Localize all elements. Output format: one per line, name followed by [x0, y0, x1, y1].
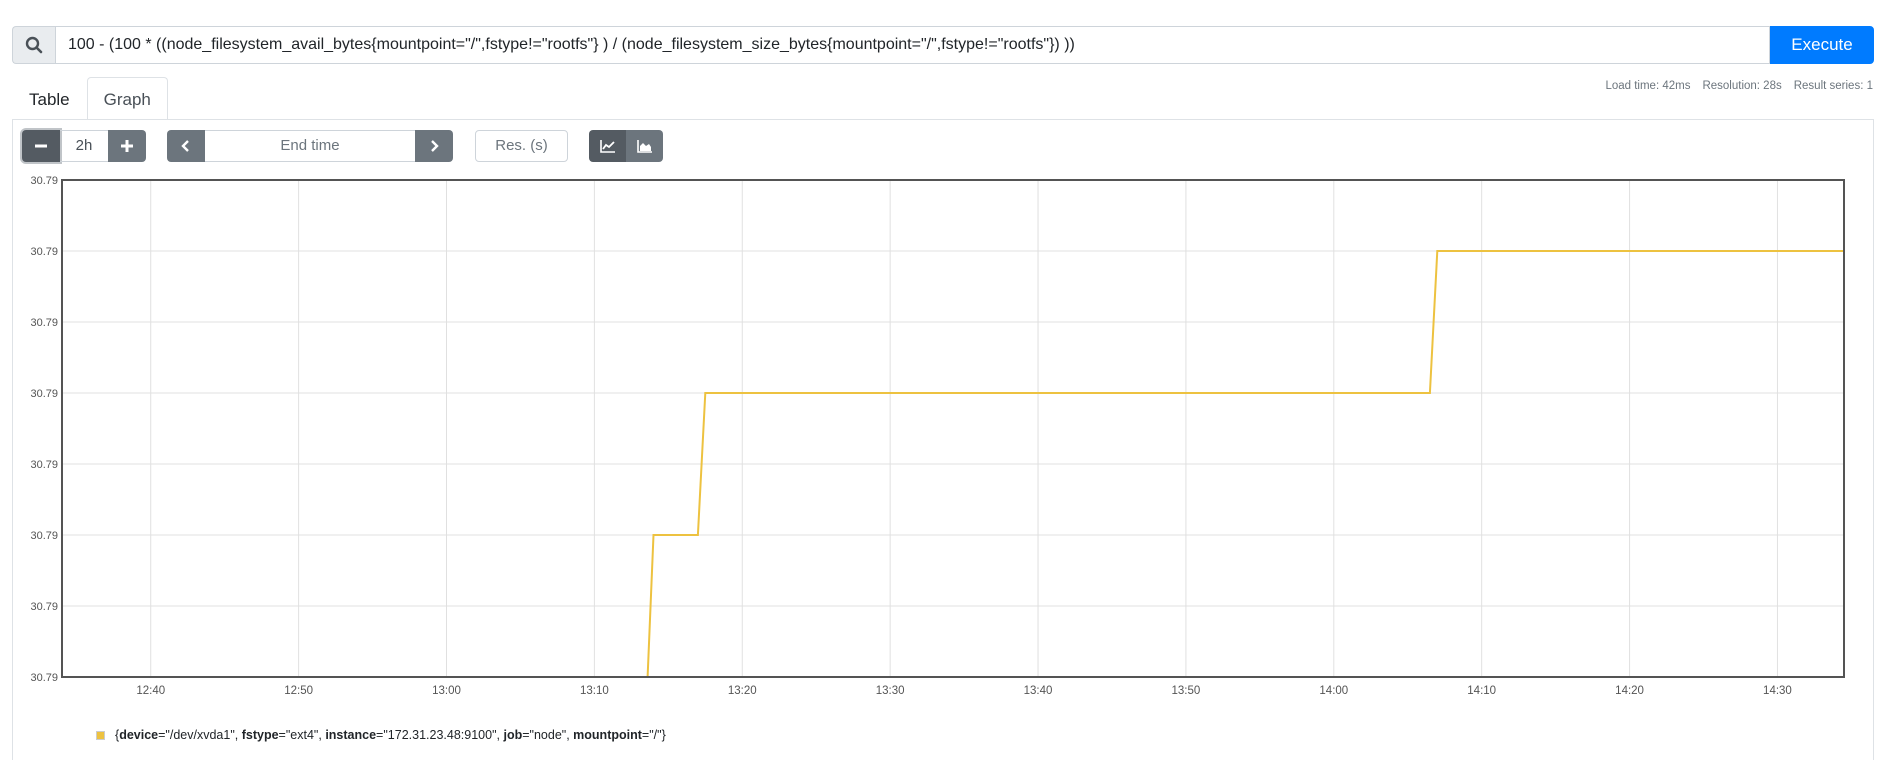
- legend: {device="/dev/xvda1", fstype="ext4", ins…: [96, 728, 666, 742]
- legend-key-fstype: fstype: [241, 728, 279, 742]
- expression-bar: 100 - (100 * ((node_filesystem_avail_byt…: [12, 26, 1874, 64]
- previous-time-button[interactable]: [167, 130, 205, 162]
- grid-lines: [62, 180, 1844, 677]
- y-axis-labels: 30.79 30.79 30.79 30.79 30.79 30.79 30.79 30.79: [30, 175, 58, 684]
- next-time-button[interactable]: [415, 130, 453, 162]
- search-icon: [12, 26, 55, 64]
- legend-key-job: job: [503, 728, 523, 742]
- x-tick-label: 13:50: [1172, 685, 1201, 697]
- tab-graph[interactable]: Graph: [86, 77, 168, 120]
- increase-range-button[interactable]: [108, 130, 146, 162]
- y-tick-label: 30.79: [30, 530, 58, 542]
- legend-key-mountpoint: mountpoint: [573, 728, 642, 742]
- legend-value-device: "/dev/xvda1": [165, 728, 235, 742]
- chevron-left-icon: [181, 140, 189, 152]
- x-tick-label: 13:40: [1024, 685, 1053, 697]
- y-tick-label: 30.79: [30, 317, 58, 329]
- y-tick-label: 30.79: [30, 672, 58, 684]
- x-tick-label: 12:50: [284, 685, 313, 697]
- legend-value-mountpoint: "/": [649, 728, 662, 742]
- tab-table[interactable]: Table: [29, 90, 70, 109]
- graph-panel: [12, 119, 1874, 760]
- legend-value-instance: "172.31.23.48:9100": [383, 728, 497, 742]
- x-tick-label: 14:20: [1615, 685, 1644, 697]
- resolution-input[interactable]: Res. (s): [475, 130, 568, 162]
- x-tick-label: 14:10: [1467, 685, 1496, 697]
- graph-controls: 2h End time Res. (s): [22, 130, 663, 162]
- stacked-toggle-button[interactable]: [626, 130, 663, 162]
- x-tick-label: 13:10: [580, 685, 609, 697]
- series-layer: [62, 250, 1844, 678]
- tab-bar: Table Graph: [12, 77, 168, 120]
- range-input[interactable]: 2h: [60, 130, 108, 162]
- legend-value-job: "node": [529, 728, 567, 742]
- y-tick-label: 30.79: [30, 388, 58, 400]
- x-tick-label: 12:40: [136, 685, 165, 697]
- y-tick-label: 30.79: [30, 175, 58, 187]
- decrease-range-button[interactable]: [22, 130, 60, 162]
- x-tick-label: 13:00: [432, 685, 461, 697]
- legend-key-device: device: [119, 728, 159, 742]
- series-line: [62, 250, 1844, 678]
- legend-label[interactable]: {device="/dev/xvda1", fstype="ext4", ins…: [115, 728, 666, 742]
- load-time: Load time: 42ms: [1605, 80, 1691, 92]
- x-tick-label: 13:30: [876, 685, 905, 697]
- x-tick-label: 13:20: [728, 685, 757, 697]
- query-stats: Load time: 42ms Resolution: 28s Result s…: [1605, 80, 1873, 92]
- legend-key-instance: instance: [325, 728, 377, 742]
- execute-button[interactable]: Execute: [1770, 26, 1874, 64]
- area-chart-icon: [636, 140, 652, 153]
- resolution: Resolution: 28s: [1702, 80, 1782, 92]
- y-tick-label: 30.79: [30, 459, 58, 471]
- line-chart-icon: [599, 140, 615, 153]
- expression-input[interactable]: 100 - (100 * ((node_filesystem_avail_byt…: [55, 26, 1770, 64]
- minus-icon: [35, 144, 47, 148]
- result-series: Result series: 1: [1793, 80, 1873, 92]
- y-tick-label: 30.79: [30, 246, 58, 258]
- x-tick-label: 14:00: [1319, 685, 1348, 697]
- plot-border: [61, 179, 1845, 678]
- x-tick-label: 14:30: [1763, 685, 1792, 697]
- legend-swatch: [96, 730, 105, 740]
- y-tick-label: 30.79: [30, 601, 58, 613]
- unstacked-toggle-button[interactable]: [589, 130, 626, 162]
- x-axis-labels: 12:40 12:50 13:00 13:10 13:20 13:30 13:40 13:50…: [136, 685, 1792, 697]
- end-time-input[interactable]: End time: [205, 130, 415, 162]
- plus-icon: [121, 140, 133, 152]
- legend-value-fstype: "ext4": [285, 728, 319, 742]
- chevron-right-icon: [431, 140, 439, 152]
